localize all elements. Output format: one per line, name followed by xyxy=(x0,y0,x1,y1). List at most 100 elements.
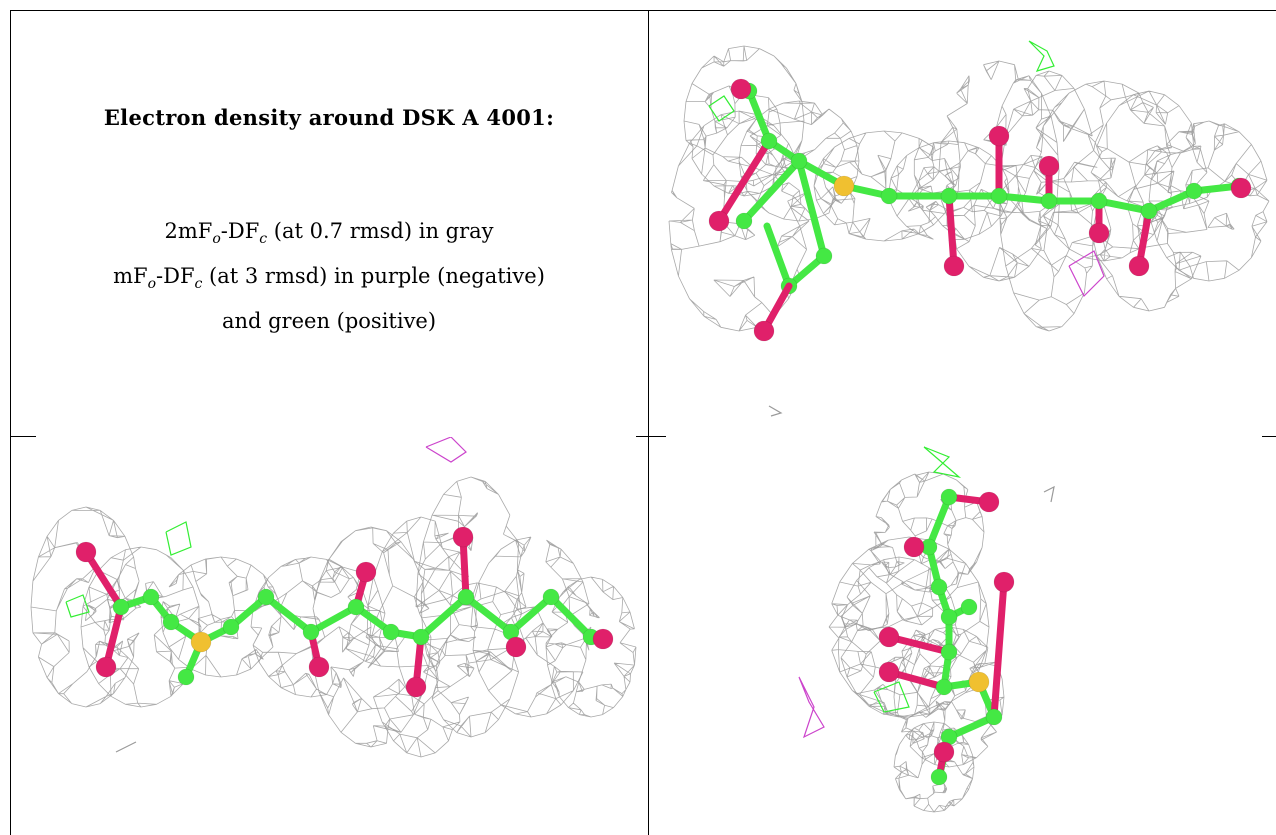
mesh-fragment xyxy=(1043,485,1055,503)
carbon-atom xyxy=(412,628,430,646)
view-bottom-left xyxy=(11,437,648,835)
carbon-atom xyxy=(382,623,400,641)
carbon-atom xyxy=(112,598,130,616)
carbon-atom xyxy=(880,187,898,205)
bond xyxy=(307,603,360,636)
bond xyxy=(990,578,1008,721)
carbon-atom xyxy=(1185,182,1203,200)
density-mesh-blob xyxy=(813,130,955,242)
bond xyxy=(945,713,998,741)
bond xyxy=(547,593,595,641)
mesh-lines xyxy=(470,536,592,718)
positive-density-peak xyxy=(65,594,90,618)
carbon-atom xyxy=(940,643,958,661)
density-mesh-blob xyxy=(545,576,637,718)
bond xyxy=(945,192,958,270)
oxygen-atom xyxy=(505,636,527,658)
positive-density-peak xyxy=(165,521,192,556)
legend-line-2mfo-dfc: 2mFo-DFc (at 0.7 rmsd) in gray xyxy=(164,219,494,248)
carbon-atom xyxy=(760,132,778,150)
oxygen-atom xyxy=(355,561,377,583)
positive-density-peak xyxy=(923,446,962,479)
bond xyxy=(740,157,803,225)
density-render-front xyxy=(30,437,637,758)
carbon-atom xyxy=(257,588,275,606)
mesh-fragment xyxy=(115,741,137,753)
grid-horizontal-divider-left xyxy=(10,436,36,437)
sulfur-atom xyxy=(968,671,990,693)
carbon-atom xyxy=(790,152,808,170)
oxygen-atom xyxy=(405,676,427,698)
density-render-side xyxy=(668,40,1270,417)
oxygen-atom xyxy=(933,741,955,763)
sulfur-atom xyxy=(190,631,212,653)
sulfur-atom xyxy=(833,175,855,197)
bond xyxy=(507,593,555,636)
view-top-right xyxy=(649,11,1276,436)
grid-left-border xyxy=(10,10,11,835)
carbon-atom xyxy=(457,588,475,606)
mesh-fragment xyxy=(768,405,783,417)
oxygen-atom xyxy=(878,626,900,648)
oxygen-atom xyxy=(1038,155,1060,177)
bond xyxy=(102,603,125,671)
oxygen-atom xyxy=(75,541,97,563)
oxygen-atom xyxy=(708,210,730,232)
carbon-atom xyxy=(1140,202,1158,220)
carbon-atom xyxy=(222,618,240,636)
carbon-atom xyxy=(940,187,958,205)
bond xyxy=(715,137,773,225)
density-mesh-blob xyxy=(160,556,282,678)
carbon-atom xyxy=(162,613,180,631)
oxygen-atom xyxy=(993,571,1015,593)
oxygen-atom xyxy=(1128,255,1150,277)
mesh-lines xyxy=(545,576,637,718)
bond xyxy=(1145,187,1198,215)
density-mesh-blob xyxy=(998,70,1100,332)
oxygen-atom xyxy=(978,491,1000,513)
bond xyxy=(459,533,470,601)
carbon-atom xyxy=(177,668,195,686)
bond xyxy=(795,157,828,260)
oxygen-atom xyxy=(753,320,775,342)
grid-horizontal-divider-right xyxy=(1262,436,1276,437)
positive-density-peak xyxy=(873,681,910,713)
carbon-atom xyxy=(815,247,833,265)
grid-top-border xyxy=(10,10,1276,11)
oxygen-atom xyxy=(730,78,752,100)
grid-vertical-divider xyxy=(648,10,649,835)
legend-line-green-positive: and green (positive) xyxy=(221,309,437,334)
carbon-atom xyxy=(990,187,1008,205)
bond xyxy=(745,87,773,145)
carbon-atom xyxy=(1090,192,1108,210)
bond xyxy=(763,222,793,290)
oxygen-atom xyxy=(308,656,330,678)
density-render-end-on xyxy=(798,446,1055,813)
carbon-atom xyxy=(142,588,160,606)
carbon-atom xyxy=(930,578,948,596)
bond xyxy=(82,548,125,611)
oxygen-atom xyxy=(988,125,1010,147)
bond xyxy=(262,593,315,636)
mesh-lines xyxy=(160,556,282,678)
carbon-atom xyxy=(735,212,753,230)
oxygen-atom xyxy=(943,255,965,277)
carbon-atom xyxy=(985,708,1003,726)
bond xyxy=(995,192,1053,205)
panel-title: Electron density around DSK A 4001: xyxy=(103,105,555,130)
bond xyxy=(417,593,470,641)
bond xyxy=(1095,197,1153,215)
positive-density-peak xyxy=(1028,40,1055,72)
oxygen-atom xyxy=(903,536,925,558)
carbon-atom xyxy=(542,588,560,606)
oxygen-atom xyxy=(878,661,900,683)
positive-density-peak xyxy=(708,95,735,122)
oxygen-atom xyxy=(95,656,117,678)
oxygen-atom xyxy=(452,526,474,548)
carbon-atom xyxy=(1040,192,1058,210)
legend-text: 2mFo-DFc (at 0.7 rmsd) in gray mFo-DFc (… xyxy=(11,213,647,340)
density-mesh-blob xyxy=(470,536,592,718)
grid-horizontal-divider-mid xyxy=(636,436,666,437)
carbon-atom xyxy=(302,623,320,641)
density-mesh-blob xyxy=(893,721,975,813)
